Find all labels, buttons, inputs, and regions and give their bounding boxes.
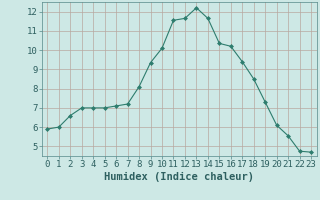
X-axis label: Humidex (Indice chaleur): Humidex (Indice chaleur) (104, 172, 254, 182)
